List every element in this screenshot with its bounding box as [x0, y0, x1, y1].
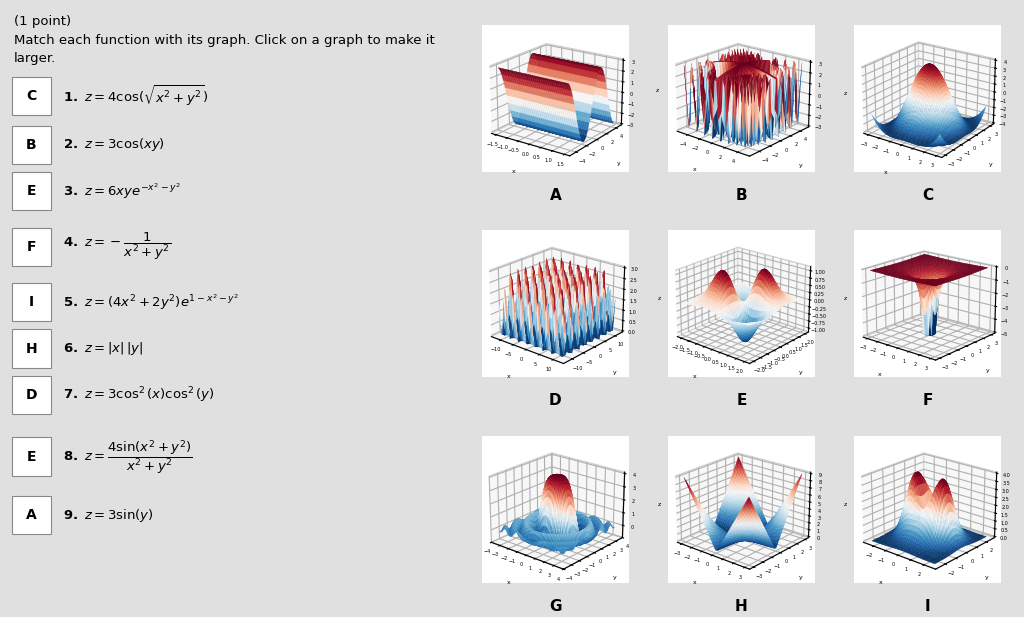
Text: D: D: [549, 394, 561, 408]
Text: A: A: [26, 508, 37, 522]
Text: B: B: [735, 188, 748, 202]
Text: C: C: [922, 188, 933, 202]
Y-axis label: y: y: [799, 576, 803, 581]
X-axis label: x: x: [692, 167, 696, 173]
Text: G: G: [549, 599, 561, 614]
Text: I: I: [925, 599, 930, 614]
Text: F: F: [923, 394, 933, 408]
X-axis label: x: x: [884, 170, 888, 175]
FancyBboxPatch shape: [11, 496, 51, 534]
Y-axis label: y: y: [613, 576, 616, 581]
Text: $\mathbf{8.}\ z = \dfrac{4\sin(x^2 + y^2)}{x^2 + y^2}$: $\mathbf{8.}\ z = \dfrac{4\sin(x^2 + y^2…: [62, 437, 193, 476]
X-axis label: x: x: [879, 580, 883, 585]
X-axis label: x: x: [507, 374, 510, 379]
Text: I: I: [29, 296, 34, 309]
FancyBboxPatch shape: [11, 126, 51, 164]
Text: $\mathbf{2.}\ z = 3\cos(xy)$: $\mathbf{2.}\ z = 3\cos(xy)$: [62, 136, 165, 154]
FancyBboxPatch shape: [11, 172, 51, 210]
Text: A: A: [550, 188, 561, 202]
X-axis label: x: x: [692, 374, 696, 379]
Y-axis label: y: y: [985, 576, 989, 581]
Y-axis label: y: y: [985, 368, 989, 373]
Text: E: E: [27, 184, 36, 198]
Text: H: H: [735, 599, 748, 614]
Y-axis label: y: y: [989, 162, 992, 167]
Text: $\mathbf{5.}\ z = (4x^2 + 2y^2)e^{1-x^2-y^2}$: $\mathbf{5.}\ z = (4x^2 + 2y^2)e^{1-x^2-…: [62, 292, 240, 312]
FancyBboxPatch shape: [11, 376, 51, 414]
Text: $\mathbf{4.}\ z = -\dfrac{1}{x^2 + y^2}$: $\mathbf{4.}\ z = -\dfrac{1}{x^2 + y^2}$: [62, 231, 171, 262]
X-axis label: x: x: [507, 580, 510, 585]
Text: E: E: [736, 394, 746, 408]
Text: larger.: larger.: [14, 52, 56, 65]
Text: $\mathbf{3.}\ z = 6xye^{-x^2-y^2}$: $\mathbf{3.}\ z = 6xye^{-x^2-y^2}$: [62, 181, 181, 201]
Text: H: H: [26, 342, 37, 355]
Y-axis label: y: y: [616, 161, 621, 167]
Text: $\mathbf{9.}\ z = 3\sin(y)$: $\mathbf{9.}\ z = 3\sin(y)$: [62, 507, 154, 524]
X-axis label: x: x: [692, 580, 696, 585]
FancyBboxPatch shape: [11, 329, 51, 368]
Y-axis label: y: y: [613, 370, 616, 375]
Text: E: E: [27, 450, 36, 463]
FancyBboxPatch shape: [11, 77, 51, 115]
Text: Match each function with its graph. Click on a graph to make it: Match each function with its graph. Clic…: [14, 34, 435, 47]
X-axis label: x: x: [879, 372, 882, 377]
FancyBboxPatch shape: [11, 437, 51, 476]
Y-axis label: y: y: [800, 164, 803, 168]
FancyBboxPatch shape: [11, 283, 51, 321]
Text: C: C: [27, 89, 37, 102]
Y-axis label: y: y: [799, 370, 803, 375]
X-axis label: x: x: [511, 169, 515, 174]
Text: B: B: [27, 138, 37, 152]
FancyBboxPatch shape: [11, 228, 51, 266]
Text: $\mathbf{6.}\ z = |x|\,|y|$: $\mathbf{6.}\ z = |x|\,|y|$: [62, 340, 143, 357]
Text: (1 point): (1 point): [14, 15, 71, 28]
Text: F: F: [27, 240, 36, 254]
Text: $\mathbf{1.}\ z = 4\cos(\sqrt{x^2 + y^2})$: $\mathbf{1.}\ z = 4\cos(\sqrt{x^2 + y^2}…: [62, 83, 208, 108]
Text: $\mathbf{7.}\ z = 3\cos^2(x)\cos^2(y)$: $\mathbf{7.}\ z = 3\cos^2(x)\cos^2(y)$: [62, 385, 214, 405]
Text: D: D: [26, 388, 37, 402]
